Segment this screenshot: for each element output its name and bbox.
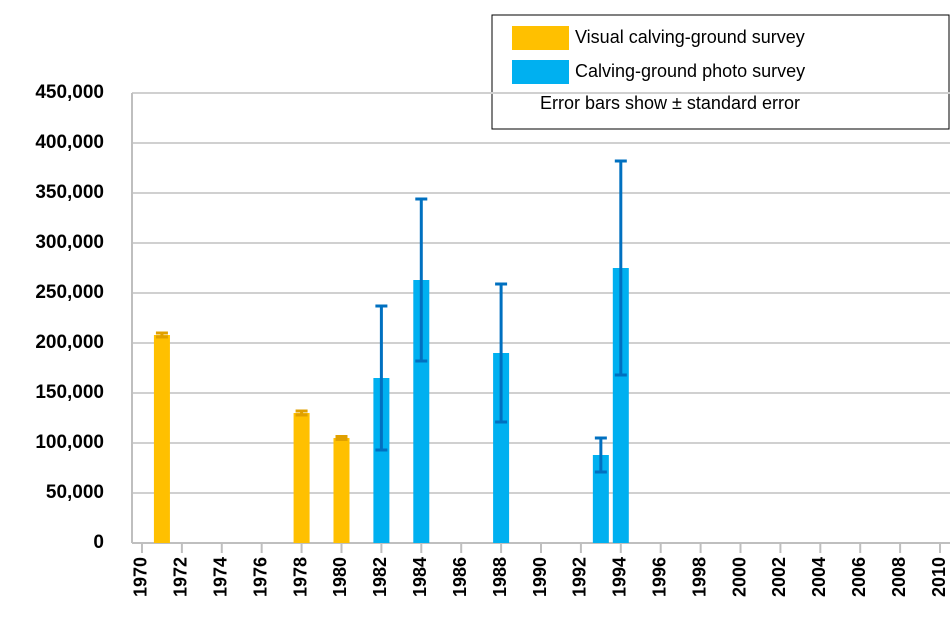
bar <box>612 268 629 543</box>
y-tick-label: 350,000 <box>35 182 104 203</box>
y-tick-label: 300,000 <box>35 232 104 253</box>
y-tick-label: 150,000 <box>35 382 104 403</box>
x-tick-label: 1984 <box>410 557 430 597</box>
x-tick-label: 2000 <box>729 557 749 597</box>
x-tick-label: 2004 <box>809 557 829 597</box>
annotation: Error bars show ± standard error <box>540 93 800 113</box>
y-tick-label: 100,000 <box>35 432 104 453</box>
x-tick-label: 1976 <box>250 557 270 597</box>
x-tick-label: 1992 <box>570 557 590 597</box>
x-tick-label: 1996 <box>649 557 669 597</box>
legend-label: Calving-ground photo survey <box>575 61 805 81</box>
y-tick-label: 400,000 <box>35 132 104 153</box>
error-bar <box>614 159 627 377</box>
bar <box>373 378 390 543</box>
x-tick-label: 1988 <box>490 557 510 597</box>
bar <box>592 455 609 543</box>
error-bar <box>295 409 308 417</box>
x-tick-label: 1994 <box>610 557 630 597</box>
error-bar <box>335 435 348 441</box>
x-tick-label: 1980 <box>330 557 350 597</box>
legend-swatch <box>512 26 569 50</box>
y-tick-label: 450,000 <box>35 82 104 103</box>
y-tick-label: 50,000 <box>46 482 104 503</box>
bar <box>333 438 350 543</box>
y-tick-label: 250,000 <box>35 282 104 303</box>
x-tick-label: 1970 <box>131 557 151 597</box>
error-bar <box>375 304 388 452</box>
x-tick-label: 2010 <box>929 557 949 597</box>
bar <box>153 335 170 543</box>
error-bar <box>495 282 508 424</box>
error-bar <box>594 436 607 474</box>
x-tick-label: 1990 <box>530 557 550 597</box>
error-bar <box>415 197 428 363</box>
x-tick-label: 2002 <box>769 557 789 597</box>
x-tick-label: 1974 <box>211 557 231 597</box>
x-tick-label: 1986 <box>450 557 470 597</box>
bar <box>413 280 430 543</box>
x-tick-label: 1972 <box>171 557 191 597</box>
y-tick-label: 200,000 <box>35 332 104 353</box>
error-bar <box>155 331 168 339</box>
x-tick-label: 2006 <box>849 557 869 597</box>
x-tick-label: 1982 <box>370 557 390 597</box>
x-tick-label: 2008 <box>889 557 909 597</box>
legend-label: Visual calving-ground survey <box>575 27 805 47</box>
legend-swatch <box>512 60 569 84</box>
bar <box>293 413 310 543</box>
bar <box>493 353 510 543</box>
x-tick-label: 1978 <box>290 557 310 597</box>
x-tick-label: 1998 <box>689 557 709 597</box>
y-tick-label: 0 <box>93 532 104 553</box>
